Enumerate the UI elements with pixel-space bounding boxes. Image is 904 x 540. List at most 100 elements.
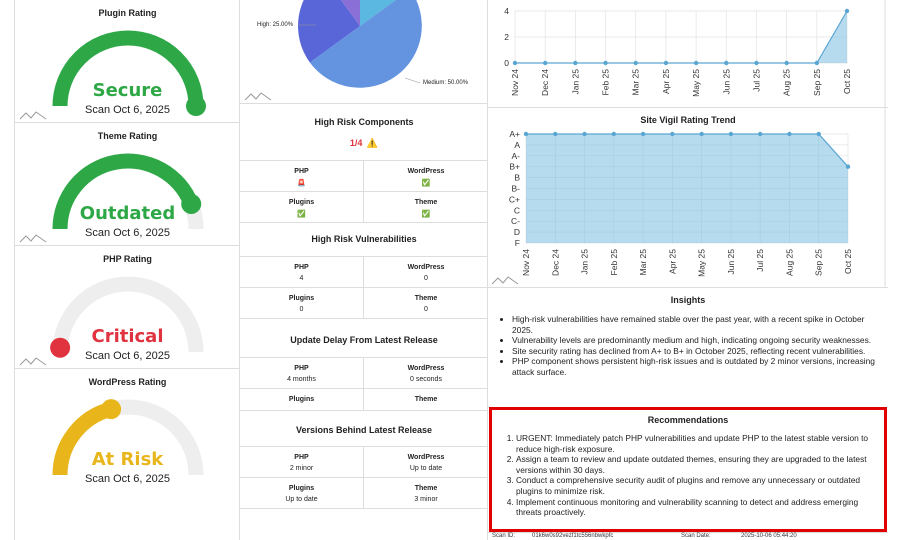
update-delay-section: Update Delay From Latest Release PHP 4 mo… <box>240 322 488 411</box>
insights-title: Insights <box>670 295 706 305</box>
kv-label: WordPress <box>407 454 445 461</box>
y-tick-label: C <box>514 205 520 215</box>
pie-label-medium: Medium: 50.00% <box>423 80 469 86</box>
kv-label: Plugins <box>288 396 315 403</box>
gauge-date: Scan Oct 6, 2025 <box>85 350 170 362</box>
scan-date-value: 2025-10-06 05:44:20 <box>741 533 797 539</box>
kv-label: Plugins <box>288 295 315 302</box>
theme-rating-card: Theme Rating Outdated Scan Oct 6, 2025 <box>15 123 240 246</box>
recommendation-item: URGENT: Immediately patch PHP vulnerabil… <box>516 433 880 454</box>
plugin-rating-card: Plugin Rating Secure Scan Oct 6, 2025 <box>15 0 240 123</box>
y-tick-label: D <box>514 227 520 237</box>
x-tick-label: Sep 25 <box>814 249 824 276</box>
data-point <box>603 60 608 66</box>
kv-value: 3 minor <box>414 496 438 503</box>
trends-column: 0 2 4 Nov 24 Dec 24 Jan 25 Feb 25 Mar 25 Apr 25 M… <box>488 0 888 540</box>
insight-item: High-risk vulnerabilities have remained … <box>512 314 880 335</box>
update-delay-grid: PHP 4 months WordPress 0 seconds Plugins T… <box>240 357 488 411</box>
components-column: High: 25.00% Medium: 50.00% High Risk Co… <box>240 0 488 540</box>
gauge-date: Scan Oct 6, 2025 <box>85 104 170 116</box>
y-tick-label: 4 <box>504 6 509 16</box>
gauge-title: Theme Rating <box>97 131 158 141</box>
recommendations-list: URGENT: Immediately patch PHP vulnerabil… <box>492 433 884 518</box>
data-point <box>553 131 558 137</box>
data-point <box>670 131 675 137</box>
component-php: PHP 🚨 <box>240 161 364 192</box>
warning-icon: ⚠️ <box>366 138 379 148</box>
x-tick-label: Jul 25 <box>755 249 765 272</box>
vuln-php: PHP 4 <box>240 257 364 288</box>
vulnerability-pie-card: High: 25.00% Medium: 50.00% <box>240 0 488 104</box>
y-tick-label: C- <box>511 216 520 226</box>
gauge-date: Scan Oct 6, 2025 <box>85 227 170 239</box>
x-tick-label: Jan 25 <box>570 69 580 95</box>
y-tick-label: F <box>515 238 520 248</box>
recommendation-item: Assign a team to review and update outda… <box>516 454 880 475</box>
data-point <box>611 131 617 137</box>
check-icon: ✅ <box>421 180 431 187</box>
kv-value: 4 <box>299 275 304 282</box>
x-tick-label: May 25 <box>691 69 701 97</box>
y-tick-label: C+ <box>509 194 520 204</box>
recommendation-item: Implement continuous monitoring and vuln… <box>516 497 880 518</box>
kv-label: Theme <box>414 396 438 403</box>
data-point <box>757 131 763 137</box>
pie-slice <box>360 0 396 26</box>
delay-wordpress: WordPress 0 seconds <box>364 358 488 389</box>
gauge-knob <box>186 96 206 116</box>
y-tick-label: 2 <box>504 32 509 42</box>
rating-trend-title: Site Vigil Rating Trend <box>640 115 736 125</box>
x-tick-label: Nov 24 <box>521 249 531 276</box>
kv-value: 0 <box>424 275 428 282</box>
data-point <box>728 131 734 137</box>
kv-label: Theme <box>414 295 438 302</box>
x-tick-label: Apr 25 <box>661 69 671 94</box>
data-point <box>573 60 578 66</box>
insights-section: Insights High-risk vulnerabilities have … <box>488 288 888 406</box>
data-point <box>542 60 548 66</box>
gauge-title: PHP Rating <box>103 254 152 264</box>
mini-logo-icon <box>491 276 519 285</box>
vulns-grid: PHP 4 WordPress 0 Plugins 0 Theme 0 <box>240 256 488 319</box>
high-risk-count-row: 1/4 ⚠️ <box>240 133 488 149</box>
gauge-status: Secure <box>92 80 163 101</box>
section-title: High Risk Components <box>314 117 414 127</box>
x-tick-label: Feb 25 <box>609 249 619 276</box>
kv-label: Plugins <box>288 199 315 206</box>
versions-grid: PHP 2 minor WordPress Up to date Plugins Up… <box>240 446 488 509</box>
siren-icon: 🚨 <box>297 180 306 187</box>
x-tick-label: Jun 25 <box>721 69 731 95</box>
versions-behind-section: Versions Behind Latest Release PHP 2 mino… <box>240 410 488 509</box>
data-point <box>512 60 518 66</box>
scan-id-label: Scan ID: <box>492 533 516 539</box>
x-tick-label: Oct 25 <box>843 249 853 274</box>
series-line <box>526 133 849 168</box>
high-risk-components-section: High Risk Components 1/4 ⚠️ PHP 🚨 WordPre… <box>240 104 488 223</box>
mini-logo-icon <box>19 234 47 243</box>
scan-footer: Scan ID: 01k6w0s92vezf1tc556nbwkpfc Scan… <box>488 532 888 540</box>
pie-slice <box>309 0 422 88</box>
delay-php: PHP 4 months <box>240 358 364 389</box>
recommendations-section: Recommendations URGENT: Immediately patc… <box>489 407 887 532</box>
vuln-theme: Theme 0 <box>364 288 488 319</box>
series-line <box>515 10 848 64</box>
recommendation-item: Conduct a comprehensive security audit o… <box>516 475 880 496</box>
ratings-column: Plugin Rating Secure Scan Oct 6, 2025 Th… <box>14 0 240 540</box>
kv-value: 4 months <box>287 376 316 383</box>
data-point <box>787 131 792 137</box>
kv-label: WordPress <box>407 365 445 372</box>
mini-logo-icon <box>244 92 272 101</box>
insight-item: Site security rating has declined from A… <box>512 346 880 357</box>
kv-label: PHP <box>294 454 309 461</box>
data-point <box>523 131 529 137</box>
y-tick-label: B <box>514 173 520 183</box>
data-point <box>633 60 638 66</box>
gauge-fill <box>52 153 199 230</box>
vuln-plugins: Plugins 0 <box>240 288 364 319</box>
section-title: High Risk Vulnerabilities <box>311 234 417 244</box>
component-wordpress: WordPress ✅ <box>364 161 488 192</box>
vulnerability-pie-chart <box>298 0 422 88</box>
pie-slice <box>298 0 360 63</box>
insights-list: High-risk vulnerabilities have remained … <box>488 314 888 378</box>
delay-plugins: Plugins <box>240 389 364 411</box>
